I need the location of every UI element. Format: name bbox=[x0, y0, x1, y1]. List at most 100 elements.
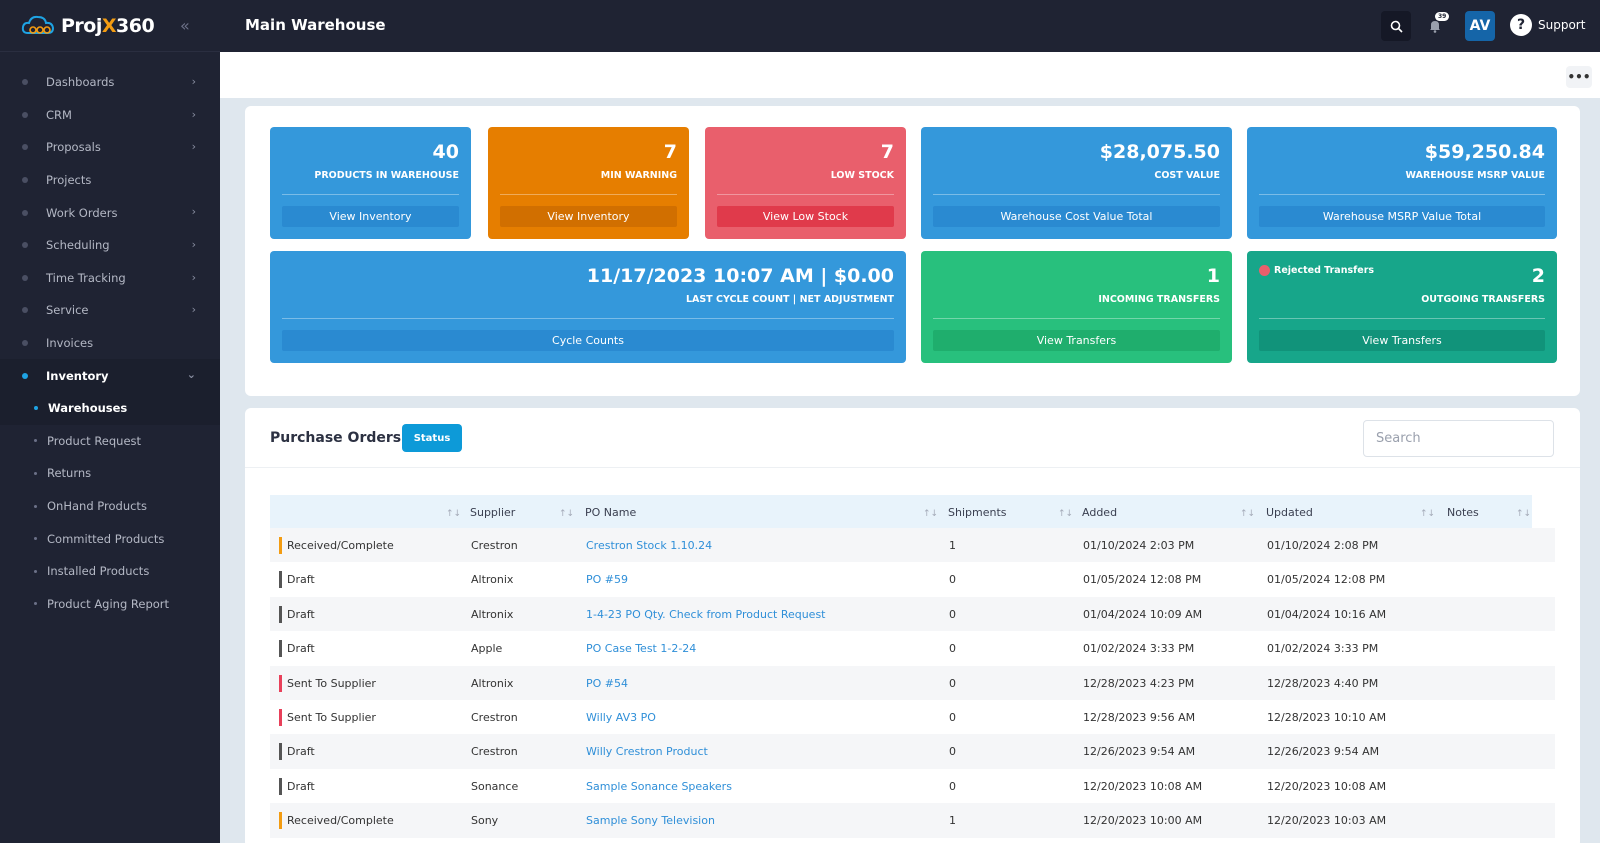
status-cell: Received/Complete bbox=[287, 539, 394, 552]
divider bbox=[500, 194, 677, 195]
sidebar-item-dashboards[interactable]: Dashboards › bbox=[0, 66, 220, 99]
search-button[interactable] bbox=[1381, 11, 1411, 41]
sidebar-item-crm[interactable]: CRM › bbox=[0, 99, 220, 132]
notifications-button[interactable]: 39 bbox=[1420, 11, 1450, 41]
view-low-stock-button[interactable]: View Low Stock bbox=[717, 206, 894, 227]
cycle-counts-button[interactable]: Cycle Counts bbox=[282, 330, 894, 351]
stat-label: PRODUCTS IN WAREHOUSE bbox=[314, 170, 459, 181]
stat-value: 1 bbox=[1206, 265, 1220, 287]
column-header-notes[interactable]: Notes bbox=[1447, 506, 1479, 519]
sidebar-item-proposals[interactable]: Proposals › bbox=[0, 131, 220, 164]
sidebar-subitem-returns[interactable]: Returns bbox=[0, 457, 220, 490]
column-header-updated[interactable]: Updated bbox=[1266, 506, 1313, 519]
column-header-supplier[interactable]: Supplier bbox=[470, 506, 516, 519]
divider bbox=[933, 318, 1220, 319]
sidebar-subitem-product-aging-report[interactable]: Product Aging Report bbox=[0, 588, 220, 621]
po-name-link[interactable]: Willy Crestron Product bbox=[586, 745, 708, 759]
table-row[interactable]: Sent To Supplier Altronix PO #54 0 12/28/202… bbox=[270, 665, 1555, 700]
po-name-link[interactable]: PO #59 bbox=[586, 573, 629, 587]
brand-logo[interactable]: ProjX360 bbox=[0, 0, 220, 52]
table-header: ↑↓ Supplier ↑↓ PO Name ↑↓ Shipments ↑↓ A… bbox=[270, 495, 1532, 528]
po-name-link[interactable]: PO #54 bbox=[586, 676, 629, 690]
po-name-link[interactable]: 1-4-23 PO Qty. Check from Product Reques… bbox=[586, 607, 826, 621]
column-header-shipments[interactable]: Shipments bbox=[948, 506, 1007, 519]
low-stock-card: 7 LOW STOCK View Low Stock bbox=[705, 127, 906, 239]
view-inventory-button[interactable]: View Inventory bbox=[282, 206, 459, 227]
sort-icon[interactable]: ↑↓ bbox=[923, 509, 939, 519]
sort-icon[interactable]: ↑↓ bbox=[559, 509, 575, 519]
sort-icon[interactable]: ↑↓ bbox=[1420, 509, 1436, 519]
stat-value: $28,075.50 bbox=[1099, 141, 1220, 163]
table-row[interactable]: Draft Altronix 1-4-23 PO Qty. Check from P… bbox=[270, 596, 1555, 632]
page-title: Main Warehouse bbox=[245, 16, 386, 34]
sidebar-subitem-label: Installed Products bbox=[47, 564, 150, 579]
status-filter-button[interactable]: Status bbox=[402, 424, 462, 452]
supplier-cell: Crestron bbox=[471, 539, 518, 552]
sidebar-item-label: Proposals bbox=[46, 140, 101, 155]
bullet-icon bbox=[22, 372, 28, 379]
table-row[interactable]: Received/Complete Sony Sample Sony Televis… bbox=[270, 803, 1555, 838]
sidebar-subitem-committed-products[interactable]: Committed Products bbox=[0, 522, 220, 555]
sidebar-subitem-product-request[interactable]: Product Request bbox=[0, 425, 220, 458]
sort-icon[interactable]: ↑↓ bbox=[446, 509, 462, 519]
warehouse-msrp-value-total-button[interactable]: Warehouse MSRP Value Total bbox=[1259, 206, 1545, 227]
added-cell: 01/05/2024 12:08 PM bbox=[1083, 573, 1202, 587]
status-color-bar bbox=[279, 605, 282, 623]
sidebar-item-label: Invoices bbox=[46, 336, 94, 351]
sort-icon[interactable]: ↑↓ bbox=[1058, 509, 1074, 519]
sidebar-subitem-installed-products[interactable]: Installed Products bbox=[0, 555, 220, 588]
avatar[interactable]: AV bbox=[1465, 11, 1495, 41]
sidebar-item-projects[interactable]: Projects bbox=[0, 164, 220, 197]
sidebar-item-time-tracking[interactable]: Time Tracking › bbox=[0, 262, 220, 295]
added-cell: 12/20/2023 10:00 AM bbox=[1083, 814, 1203, 828]
view-inventory-button[interactable]: View Inventory bbox=[500, 206, 677, 227]
po-name-link[interactable]: Willy AV3 PO bbox=[586, 710, 656, 724]
sidebar-item-work-orders[interactable]: Work Orders › bbox=[0, 196, 220, 229]
bell-icon bbox=[1430, 21, 1440, 33]
search-icon bbox=[1390, 20, 1403, 33]
table-row[interactable]: Draft Sonance Sample Sonance Speakers 0 12/2… bbox=[270, 769, 1555, 803]
sidebar-subitem-onhand-products[interactable]: OnHand Products bbox=[0, 490, 220, 523]
shipments-cell: 1 bbox=[949, 814, 956, 828]
sidebar-item-invoices[interactable]: Invoices bbox=[0, 327, 220, 360]
stat-value: 40 bbox=[432, 141, 459, 163]
added-cell: 12/28/2023 4:23 PM bbox=[1083, 676, 1195, 690]
po-name-link[interactable]: Crestron Stock 1.10.24 bbox=[586, 539, 713, 552]
sort-icon[interactable]: ↑↓ bbox=[1240, 509, 1256, 519]
updated-cell: 12/28/2023 10:10 AM bbox=[1267, 710, 1387, 724]
sort-icon[interactable]: ↑↓ bbox=[1516, 509, 1532, 519]
stat-value: 11/17/2023 10:07 AM | $0.00 bbox=[586, 265, 894, 287]
support-button[interactable]: ? Support bbox=[1510, 14, 1585, 36]
supplier-cell: Altronix bbox=[471, 573, 514, 587]
status-color-bar bbox=[279, 674, 282, 692]
chevron-down-icon: ⌄ bbox=[186, 368, 196, 382]
table-row[interactable]: Sent To Supplier Crestron Willy AV3 PO 0 12/… bbox=[270, 700, 1555, 734]
search-input[interactable] bbox=[1363, 420, 1554, 457]
sidebar-item-service[interactable]: Service › bbox=[0, 294, 220, 327]
po-name-link[interactable]: PO Case Test 1-2-24 bbox=[586, 642, 697, 656]
cloud-logo-icon bbox=[20, 11, 60, 41]
collapse-sidebar-icon[interactable]: « bbox=[180, 16, 190, 35]
po-name-link[interactable]: Sample Sony Television bbox=[586, 814, 715, 828]
column-header-added[interactable]: Added bbox=[1082, 506, 1118, 519]
view-transfers-button[interactable]: View Transfers bbox=[933, 330, 1220, 351]
warehouse-cost-value-total-button[interactable]: Warehouse Cost Value Total bbox=[933, 206, 1220, 227]
bullet-icon bbox=[34, 504, 37, 508]
po-name-link[interactable]: Sample Sonance Speakers bbox=[586, 779, 732, 793]
table-row[interactable]: Draft Altronix PO #59 0 01/05/2024 12:08 PM 0… bbox=[270, 562, 1555, 596]
column-header-po-name[interactable]: PO Name bbox=[585, 506, 637, 519]
rejected-transfers-flag[interactable]: Rejected Transfers bbox=[1259, 265, 1374, 276]
view-transfers-button[interactable]: View Transfers bbox=[1259, 330, 1545, 351]
table-row[interactable]: Draft Apple PO Case Test 1-2-24 0 01/02/2024… bbox=[270, 631, 1555, 665]
sidebar-subitem-label: Returns bbox=[47, 466, 92, 481]
brand-name: ProjX360 bbox=[61, 14, 155, 37]
stat-label: MIN WARNING bbox=[600, 170, 677, 181]
sidebar-item-inventory[interactable]: Inventory ⌄ bbox=[0, 359, 220, 392]
sidebar-subitem-warehouses[interactable]: Warehouses bbox=[0, 391, 220, 425]
more-options-button[interactable]: ••• bbox=[1566, 66, 1592, 88]
table-row[interactable]: Received/Complete Crestron Crestron Stock … bbox=[270, 528, 1555, 563]
table-row[interactable]: Draft Crestron Willy Crestron Product 0 12/2… bbox=[270, 734, 1555, 769]
status-cell: Draft bbox=[287, 745, 315, 759]
sidebar-item-scheduling[interactable]: Scheduling › bbox=[0, 229, 220, 262]
outgoing-transfers-card: Rejected Transfers 2 OUTGOING TRANSFERS … bbox=[1247, 251, 1557, 363]
